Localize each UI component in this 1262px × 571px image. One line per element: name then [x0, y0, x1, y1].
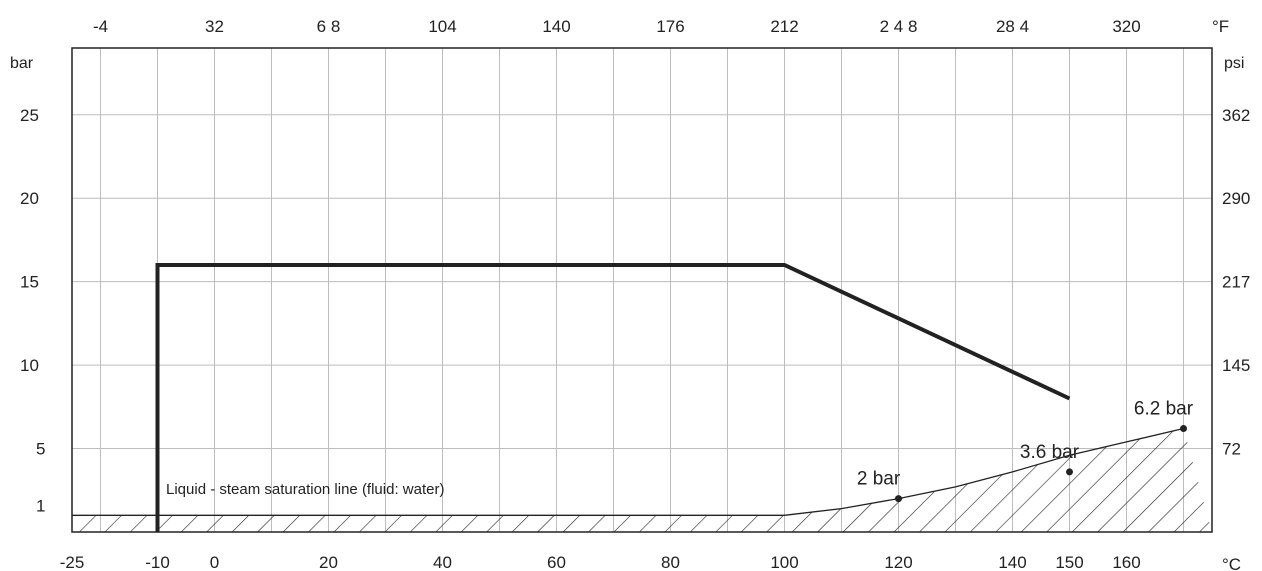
- x-top-tick-label: 320: [1112, 17, 1140, 36]
- y-right-tick-label: 72: [1222, 440, 1241, 459]
- y-tick-label: 20: [20, 189, 39, 208]
- series-line: [155, 263, 1071, 532]
- x-tick-label: 0: [210, 553, 219, 571]
- x-tick-label: 120: [884, 553, 912, 571]
- x-top-tick-label: 2 4 8: [880, 17, 918, 36]
- x-top-tick-label: 212: [770, 17, 798, 36]
- y-tick-label: 15: [20, 273, 39, 292]
- x-tick-label: 60: [547, 553, 566, 571]
- x-tick-label: -25: [60, 553, 85, 571]
- y-tick-label: 5: [36, 440, 45, 459]
- y-axis-right-ticks: 72 145 217 290 362: [1222, 106, 1250, 459]
- plot-frame: [71, 47, 1213, 533]
- annotation-label: 3.6 bar: [1020, 442, 1080, 463]
- y-right-tick-label: 290: [1222, 189, 1250, 208]
- y-right-tick-label: 362: [1222, 106, 1250, 125]
- hatch-fill: [72, 428, 1212, 532]
- x-top-tick-label: 32: [205, 17, 224, 36]
- y-tick-label: 10: [20, 356, 39, 375]
- x-top-tick-label: -4: [93, 17, 108, 36]
- x-axis-bottom-ticks: -25 -10 0 20 40 60 80 100 120 140 150 160: [60, 553, 1141, 571]
- saturation-line-label: Liquid - steam saturation line (fluid: w…: [166, 481, 444, 498]
- x-tick-label: 80: [661, 553, 680, 571]
- x-top-tick-label: 104: [428, 17, 456, 36]
- y-right-tick-label: 217: [1222, 273, 1250, 292]
- x-tick-label: 160: [1112, 553, 1140, 571]
- annotation-label: 2 bar: [857, 469, 901, 490]
- x-axis-top-ticks: -4 32 6 8 104 140 176 212 2 4 8 28 4 320: [93, 17, 1141, 36]
- annotation-dot: [1180, 425, 1187, 433]
- x-tick-label: 100: [770, 553, 798, 571]
- y-axis-right-label: psi: [1224, 55, 1244, 72]
- y-axis-left-label: bar: [10, 55, 34, 72]
- x-axis-bottom-label: °C: [1222, 555, 1241, 571]
- pressure-limit-series: [155, 263, 1071, 532]
- x-tick-label: 40: [433, 553, 452, 571]
- x-top-tick-label: 6 8: [317, 17, 341, 36]
- x-tick-label: 140: [998, 553, 1026, 571]
- x-tick-label: -10: [145, 553, 170, 571]
- x-tick-label: 150: [1055, 553, 1083, 571]
- x-top-tick-label: 28 4: [996, 17, 1029, 36]
- annotation-dot: [1066, 468, 1073, 476]
- saturation-curve: [72, 427, 1184, 516]
- hatched-steam-region: [72, 428, 1212, 532]
- x-axis-top-label: °F: [1212, 17, 1229, 36]
- x-top-tick-label: 140: [542, 17, 570, 36]
- annotations: 2 bar 3.6 bar 6.2 bar: [857, 399, 1194, 503]
- plot-border: [71, 47, 1213, 533]
- y-tick-label: 25: [20, 106, 39, 125]
- y-tick-label: 1: [36, 496, 45, 515]
- annotation-dot: [895, 495, 902, 503]
- annotation-label: 6.2 bar: [1134, 399, 1194, 420]
- x-tick-label: 20: [319, 553, 338, 571]
- x-top-tick-label: 176: [656, 17, 684, 36]
- y-right-tick-label: 145: [1222, 356, 1250, 375]
- saturation-line: [72, 427, 1184, 516]
